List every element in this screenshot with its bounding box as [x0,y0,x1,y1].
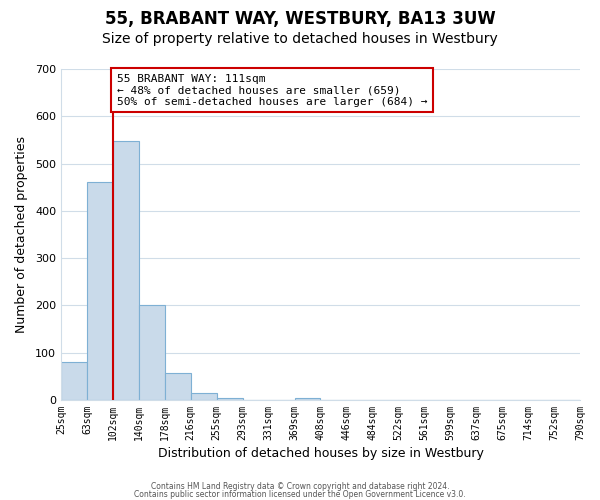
Text: 55, BRABANT WAY, WESTBURY, BA13 3UW: 55, BRABANT WAY, WESTBURY, BA13 3UW [104,10,496,28]
X-axis label: Distribution of detached houses by size in Westbury: Distribution of detached houses by size … [158,447,484,460]
Bar [191,393,217,400]
Bar [139,306,165,400]
Bar [217,398,242,400]
Text: 55 BRABANT WAY: 111sqm
← 48% of detached houses are smaller (659)
50% of semi-de: 55 BRABANT WAY: 111sqm ← 48% of detached… [117,74,427,107]
Text: Contains HM Land Registry data © Crown copyright and database right 2024.: Contains HM Land Registry data © Crown c… [151,482,449,491]
Text: Contains public sector information licensed under the Open Government Licence v3: Contains public sector information licen… [134,490,466,499]
Bar [113,141,139,400]
Bar [87,182,113,400]
Bar [61,362,87,400]
Y-axis label: Number of detached properties: Number of detached properties [15,136,28,333]
Bar [165,373,191,400]
Text: Size of property relative to detached houses in Westbury: Size of property relative to detached ho… [102,32,498,46]
Bar [295,398,320,400]
